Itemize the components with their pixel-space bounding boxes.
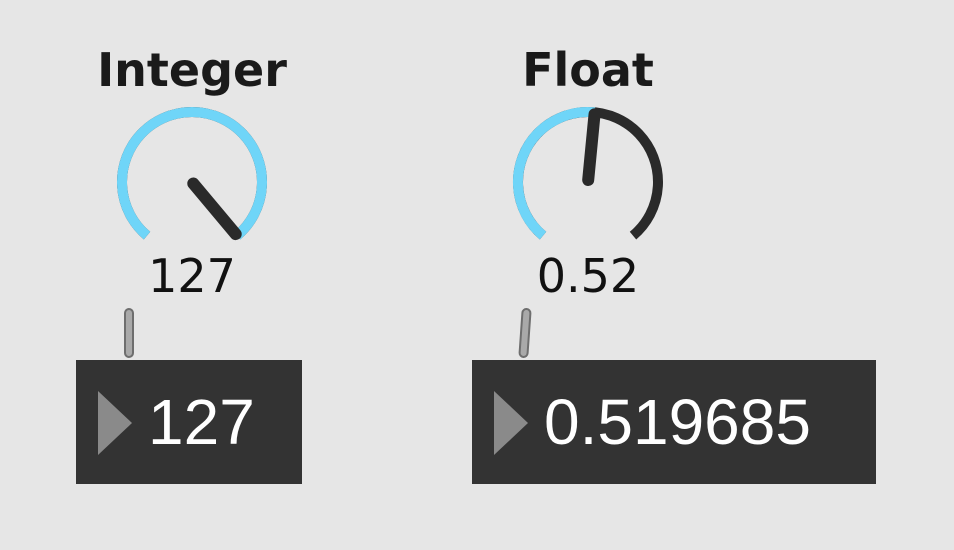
float-number-box-value: 0.519685 — [544, 386, 811, 458]
float-dial[interactable] — [508, 102, 668, 262]
float-number-box[interactable]: 0.519685 — [472, 360, 876, 484]
integer-number-box-triangle-icon — [98, 391, 132, 455]
float-dial-title: Float — [522, 43, 654, 97]
integer-dial-needle[interactable] — [187, 177, 242, 241]
integer-patch-cord[interactable] — [124, 308, 134, 358]
integer-dial-value-arc — [117, 107, 267, 240]
float-dial-needle[interactable] — [582, 108, 601, 187]
integer-number-box-value: 127 — [148, 386, 255, 458]
integer-number-box[interactable]: 127 — [76, 360, 302, 484]
integer-dial[interactable] — [112, 102, 272, 262]
integer-dial-title: Integer — [97, 43, 287, 97]
integer-dial-value-label: 127 — [148, 249, 236, 303]
float-dial-value-label: 0.52 — [536, 249, 640, 303]
float-dial-value-arc — [513, 107, 596, 240]
float-patch-cord[interactable] — [518, 307, 532, 359]
float-number-box-triangle-icon — [494, 391, 528, 455]
